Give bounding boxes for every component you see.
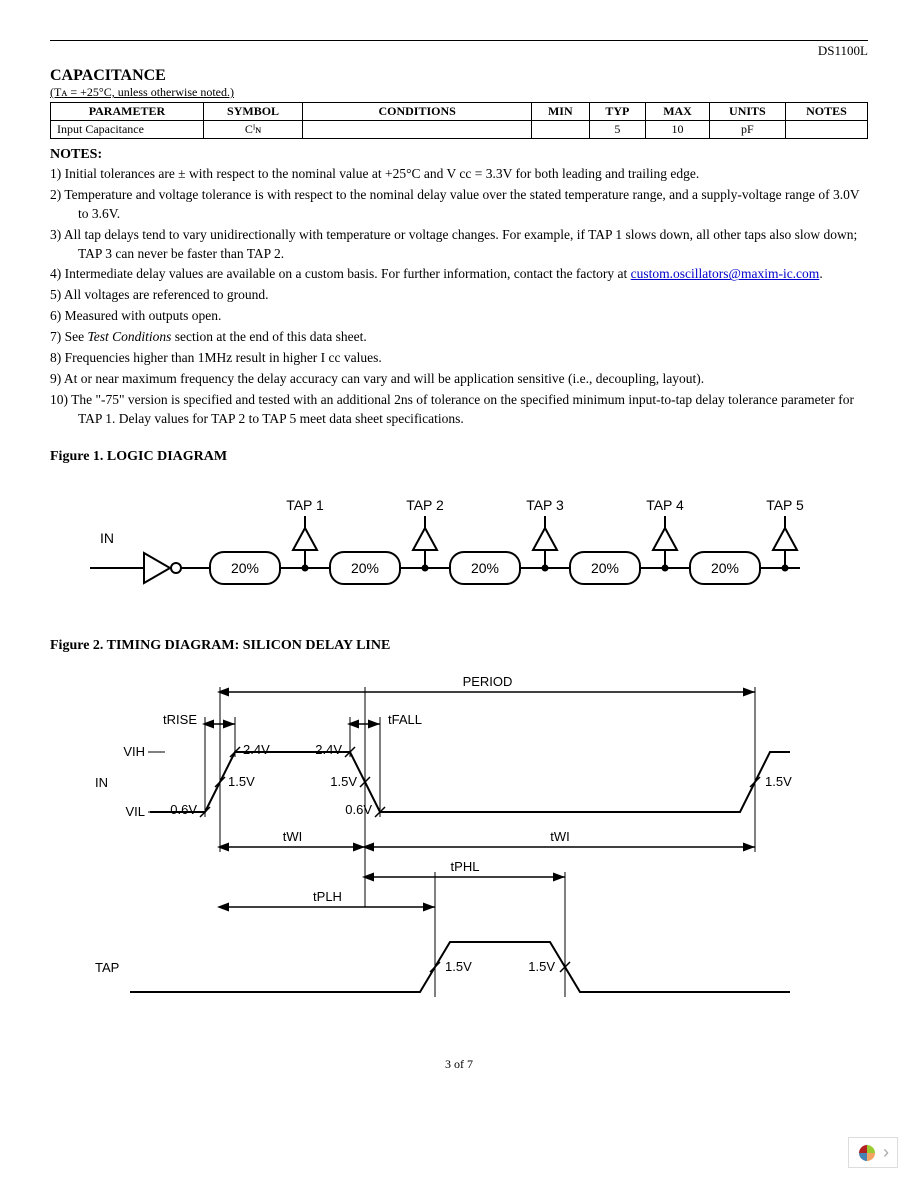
svg-text:tWI: tWI	[550, 829, 570, 844]
th-notes: NOTES	[785, 103, 867, 121]
svg-text:1.5V: 1.5V	[765, 774, 792, 789]
svg-text:IN: IN	[100, 530, 114, 546]
svg-text:1.5V: 1.5V	[330, 774, 357, 789]
svg-text:tRISE: tRISE	[163, 712, 197, 727]
svg-text:20%: 20%	[711, 560, 739, 576]
svg-text:tPHL: tPHL	[451, 859, 480, 874]
page-footer: 3 of 7	[50, 1057, 868, 1072]
svg-text:IN: IN	[95, 775, 108, 790]
capacitance-table: PARAMETER SYMBOL CONDITIONS MIN TYP MAX …	[50, 102, 868, 139]
note-item: 9) At or near maximum frequency the dela…	[50, 370, 868, 389]
notes-list: 1) Initial tolerances are ± with respect…	[50, 165, 868, 429]
widget-badge[interactable]: ›	[848, 1137, 898, 1168]
th-max: MAX	[646, 103, 710, 121]
th-min: MIN	[532, 103, 590, 121]
svg-text:TAP 3: TAP 3	[526, 497, 564, 513]
svg-text:TAP 5: TAP 5	[766, 497, 804, 513]
capacitance-title: CAPACITANCE	[50, 67, 868, 85]
svg-text:1.5V: 1.5V	[528, 959, 555, 974]
pinwheel-icon	[857, 1143, 877, 1163]
svg-text:20%: 20%	[231, 560, 259, 576]
email-link[interactable]: custom.oscillators@maxim-ic.com	[631, 266, 820, 281]
td-units: pF	[709, 121, 785, 139]
note-item: 1) Initial tolerances are ± with respect…	[50, 165, 868, 184]
svg-text:tWI: tWI	[283, 829, 303, 844]
th-typ: TYP	[589, 103, 646, 121]
svg-text:20%: 20%	[351, 560, 379, 576]
figure2-title: Figure 2. TIMING DIAGRAM: SILICON DELAY …	[50, 638, 868, 654]
note-item: 6) Measured with outputs open.	[50, 307, 868, 326]
svg-text:TAP 4: TAP 4	[646, 497, 684, 513]
svg-text:0.6V: 0.6V	[345, 802, 372, 817]
th-parameter: PARAMETER	[51, 103, 204, 121]
note-item: 7) See Test Conditions section at the en…	[50, 328, 868, 347]
th-units: UNITS	[709, 103, 785, 121]
note-item: 2) Temperature and voltage tolerance is …	[50, 186, 868, 224]
svg-text:2.4V: 2.4V	[243, 742, 270, 757]
svg-text:TAP: TAP	[95, 960, 119, 975]
svg-text:20%: 20%	[471, 560, 499, 576]
svg-text:1.5V: 1.5V	[445, 959, 472, 974]
th-conditions: CONDITIONS	[303, 103, 532, 121]
svg-text:VIH: VIH	[123, 744, 145, 759]
note-item: 10) The "-75" version is specified and t…	[50, 391, 868, 429]
svg-text:TAP 1: TAP 1	[286, 497, 324, 513]
notes-heading: NOTES:	[50, 147, 868, 163]
td-min	[532, 121, 590, 139]
figure1-diagram: IN 20% TAP 1 20% TAP 2 20% TAP 3 20% TAP 4 20% TAP…	[50, 473, 868, 618]
note-item: 4) Intermediate delay values are availab…	[50, 265, 868, 284]
td-max: 10	[646, 121, 710, 139]
td-notes	[785, 121, 867, 139]
table-header-row: PARAMETER SYMBOL CONDITIONS MIN TYP MAX …	[51, 103, 868, 121]
table-row: Input Capacitance Cᴵɴ 5 10 pF	[51, 121, 868, 139]
svg-text:0.6V: 0.6V	[170, 802, 197, 817]
part-number: DS1100L	[818, 43, 868, 58]
chevron-right-icon: ›	[883, 1142, 889, 1163]
td-typ: 5	[589, 121, 646, 139]
note-item: 3) All tap delays tend to vary unidirect…	[50, 226, 868, 264]
figure2-diagram: PERIOD tRISE tFALL VIH VIL IN 2.4V 1.5V 0.6V 2.4V…	[50, 662, 868, 1027]
figure1-title: Figure 1. LOGIC DIAGRAM	[50, 449, 868, 465]
capacitance-condition: (Tᴀ = +25°C, unless otherwise noted.)	[50, 85, 868, 100]
svg-text:1.5V: 1.5V	[228, 774, 255, 789]
svg-text:20%: 20%	[591, 560, 619, 576]
svg-text:TAP 2: TAP 2	[406, 497, 444, 513]
td-conditions	[303, 121, 532, 139]
svg-text:tFALL: tFALL	[388, 712, 422, 727]
svg-text:PERIOD: PERIOD	[463, 674, 513, 689]
svg-text:2.4V: 2.4V	[315, 742, 342, 757]
td-symbol: Cᴵɴ	[203, 121, 302, 139]
th-symbol: SYMBOL	[203, 103, 302, 121]
td-parameter: Input Capacitance	[51, 121, 204, 139]
svg-text:tPLH: tPLH	[313, 889, 342, 904]
note-item: 8) Frequencies higher than 1MHz result i…	[50, 349, 868, 368]
note-item: 5) All voltages are referenced to ground…	[50, 286, 868, 305]
page-header: DS1100L	[50, 40, 868, 59]
svg-text:VIL: VIL	[125, 804, 145, 819]
